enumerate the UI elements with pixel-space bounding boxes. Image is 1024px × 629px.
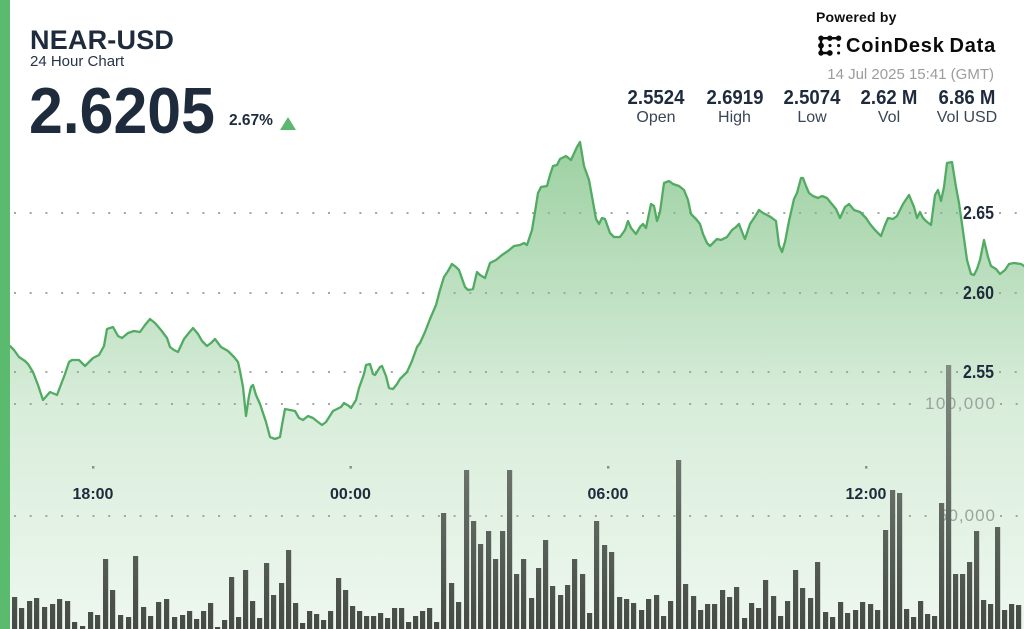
svg-text:2.55: 2.55 (963, 362, 994, 382)
svg-text:06:00: 06:00 (588, 486, 629, 503)
svg-text:50,000: 50,000 (938, 506, 995, 525)
svg-text:2.60: 2.60 (963, 283, 994, 303)
svg-text:18:00: 18:00 (73, 486, 114, 503)
svg-text:12:00: 12:00 (846, 486, 887, 503)
svg-text:2.65: 2.65 (963, 203, 994, 223)
svg-text:00:00: 00:00 (330, 486, 371, 503)
svg-text:100,000: 100,000 (925, 394, 995, 413)
